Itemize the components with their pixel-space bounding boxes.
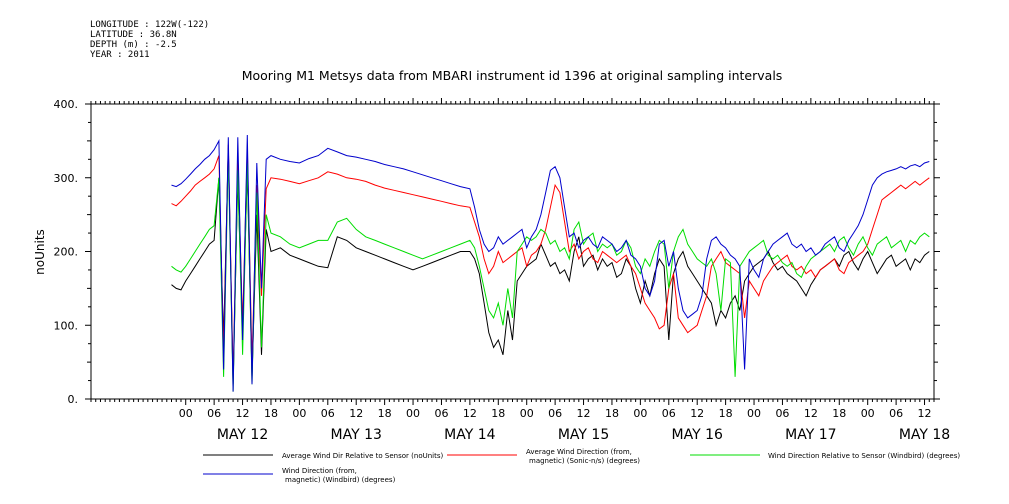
station-metadata: LONGITUDE : 122W(-122) LATITUDE : 36.8N … — [90, 20, 209, 60]
x-day-label: MAY 14 — [444, 427, 495, 443]
y-tick-label: 400. — [54, 98, 79, 111]
series-line-4 — [171, 134, 930, 392]
x-tick-label: 06 — [321, 407, 335, 420]
y-tick-label: 200. — [54, 246, 79, 259]
latitude-text: LATITUDE : 36.8N — [90, 30, 177, 40]
x-tick-label: 12 — [349, 407, 363, 420]
x-tick-label: 12 — [577, 407, 591, 420]
x-tick-label: 12 — [463, 407, 477, 420]
y-axis-label: noUnits — [33, 229, 47, 275]
series-line-3 — [171, 155, 930, 392]
legend-label-line2: magnetic) (Sonic-n/s) (degrees) — [529, 457, 640, 465]
x-tick-label: 06 — [207, 407, 221, 420]
plot-frame — [90, 103, 935, 400]
x-tick-label: 12 — [690, 407, 704, 420]
axis-ticks: 00 06 12 18 00 06 12 18 00 06 12 18 00 06 12 18 00 06 12 18… — [54, 98, 950, 443]
legend-label: Average Wind Dir Relative to Sensor (noU… — [282, 452, 443, 460]
legend-label-line2: magnetic) (Windbird) (degrees) — [285, 476, 396, 484]
x-day-label: MAY 12 — [217, 427, 268, 443]
x-tick-label: 00 — [747, 407, 761, 420]
x-tick-label: 00 — [179, 407, 193, 420]
legend-label: Average Wind Direction (from, — [526, 448, 632, 456]
x-day-label: MAY 16 — [672, 427, 723, 443]
x-tick-label: 12 — [804, 407, 818, 420]
x-day-label: MAY 13 — [331, 427, 382, 443]
x-tick-label: 00 — [633, 407, 647, 420]
x-tick-label: 18 — [605, 407, 619, 420]
year-text: YEAR : 2011 — [90, 50, 150, 60]
legend-label: Wind Direction Relative to Sensor (Windb… — [768, 452, 960, 460]
x-tick-label: 06 — [434, 407, 448, 420]
y-tick-label: 0. — [68, 393, 79, 406]
x-tick-label: 06 — [662, 407, 676, 420]
legend: Average Wind Dir Relative to Sensor (noU… — [203, 448, 960, 484]
y-tick-label: 100. — [54, 319, 79, 332]
x-tick-label: 00 — [520, 407, 534, 420]
longitude-text: LONGITUDE : 122W(-122) — [90, 20, 210, 30]
x-day-label: MAY 15 — [558, 427, 609, 443]
x-tick-label: 18 — [719, 407, 733, 420]
x-tick-label: 00 — [861, 407, 875, 420]
depth-text: DEPTH (m) : -2.5 — [90, 40, 177, 50]
x-tick-label: 12 — [236, 407, 250, 420]
legend-label: Wind Direction (from, — [282, 467, 357, 475]
x-day-label: MAY 18 — [899, 427, 950, 443]
series-group — [171, 134, 930, 392]
x-tick-label: 18 — [832, 407, 846, 420]
series-line-2 — [171, 144, 930, 377]
chart-title: Mooring M1 Metsys data from MBARI instru… — [242, 68, 783, 83]
x-tick-label: 12 — [918, 407, 932, 420]
x-tick-label: 18 — [491, 407, 505, 420]
x-tick-label: 18 — [264, 407, 278, 420]
x-tick-label: 06 — [548, 407, 562, 420]
y-tick-label: 300. — [54, 172, 79, 185]
x-tick-label: 00 — [292, 407, 306, 420]
x-tick-label: 18 — [378, 407, 392, 420]
x-tick-label: 00 — [406, 407, 420, 420]
x-tick-label: 06 — [889, 407, 903, 420]
x-day-label: MAY 17 — [785, 427, 836, 443]
series-line-1 — [171, 148, 930, 385]
x-tick-label: 06 — [775, 407, 789, 420]
